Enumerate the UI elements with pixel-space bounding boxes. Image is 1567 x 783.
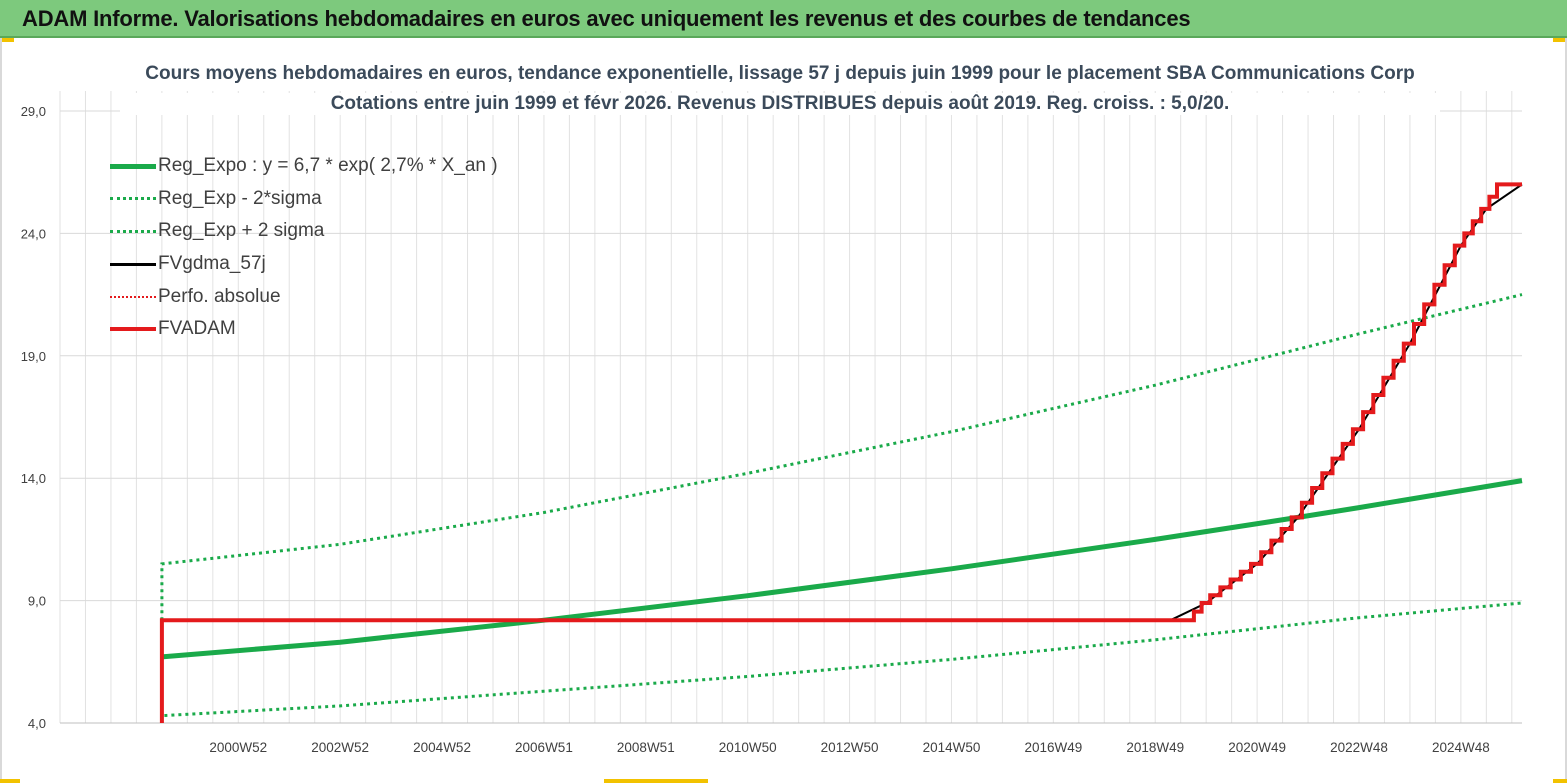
page-title: ADAM Informe. Valorisations hebdomadaire… — [22, 6, 1191, 31]
x-tick-label: 2012W50 — [821, 740, 879, 755]
legend-swatch-solid-green — [110, 163, 156, 169]
legend-item-perfo: Perfo. absolue — [110, 280, 498, 313]
legend-label: Perfo. absolue — [158, 285, 281, 307]
legend-swatch-solid-red — [110, 327, 156, 332]
legend-label: Reg_Expo : y = 6,7 * exp( 2,7% * X_an ) — [158, 155, 498, 177]
x-tick-label: 2020W49 — [1228, 740, 1286, 755]
bottom-strip-right — [1553, 779, 1567, 783]
legend-label: FVgdma_57j — [158, 253, 266, 275]
y-tick-label: 14,0 — [21, 471, 46, 486]
x-tick-label: 2004W52 — [413, 740, 471, 755]
legend-item-reg-exp-plus: Reg_Exp + 2 sigma — [110, 215, 498, 248]
x-tick-label: 2008W51 — [617, 740, 675, 755]
chart-title: Cours moyens hebdomadaires en euros, ten… — [120, 63, 1440, 85]
x-tick-label: 2018W49 — [1126, 740, 1184, 755]
legend-swatch-solid-black — [110, 262, 156, 266]
x-tick-label: 2002W52 — [311, 740, 369, 755]
corner-mark-left — [0, 38, 14, 42]
x-tick-label: 2016W49 — [1024, 740, 1082, 755]
series-line-3 — [1170, 183, 1523, 622]
x-tick-label: 2000W52 — [209, 740, 267, 755]
series-line-5 — [159, 182, 1522, 723]
legend-label: Reg_Exp + 2 sigma — [158, 220, 325, 242]
x-tick-label: 2022W48 — [1330, 740, 1388, 755]
legend-item-fvgdma: FVgdma_57j — [110, 248, 498, 281]
y-tick-label: 24,0 — [21, 226, 46, 241]
legend-label: FVADAM — [158, 318, 236, 340]
bottom-strip-left — [0, 779, 20, 783]
x-tick-label: 2006W51 — [515, 740, 573, 755]
y-tick-label: 4,0 — [28, 716, 46, 731]
chart-subtitle: Cotations entre juin 1999 et févr 2026. … — [120, 93, 1440, 115]
legend-item-reg-exp-minus: Reg_Exp - 2*sigma — [110, 183, 498, 216]
x-tick-label: 2010W50 — [719, 740, 777, 755]
y-tick-label: 9,0 — [28, 594, 46, 609]
legend-swatch-dotted-red — [110, 295, 156, 298]
x-tick-label: 2024W48 — [1432, 740, 1490, 755]
legend-swatch-dotted-green — [110, 197, 156, 201]
page-header: ADAM Informe. Valorisations hebdomadaire… — [0, 0, 1567, 38]
bottom-strip-mid — [604, 779, 708, 783]
series-line-0 — [161, 478, 1523, 660]
legend-swatch-dotted-green — [110, 229, 156, 233]
corner-mark-right — [1553, 38, 1567, 42]
chart-frame — [0, 38, 1567, 783]
y-tick-label: 19,0 — [21, 349, 46, 364]
series-line-2 — [160, 293, 1523, 621]
chart-legend: Reg_Expo : y = 6,7 * exp( 2,7% * X_an ) … — [110, 150, 498, 346]
x-tick-label: 2014W50 — [923, 740, 981, 755]
legend-label: Reg_Exp - 2*sigma — [158, 187, 322, 209]
y-tick-label: 29,0 — [21, 104, 46, 119]
legend-item-reg-expo: Reg_Expo : y = 6,7 * exp( 2,7% * X_an ) — [110, 150, 498, 183]
legend-item-fvadam: FVADAM — [110, 313, 498, 346]
series-line-1 — [160, 601, 1523, 718]
